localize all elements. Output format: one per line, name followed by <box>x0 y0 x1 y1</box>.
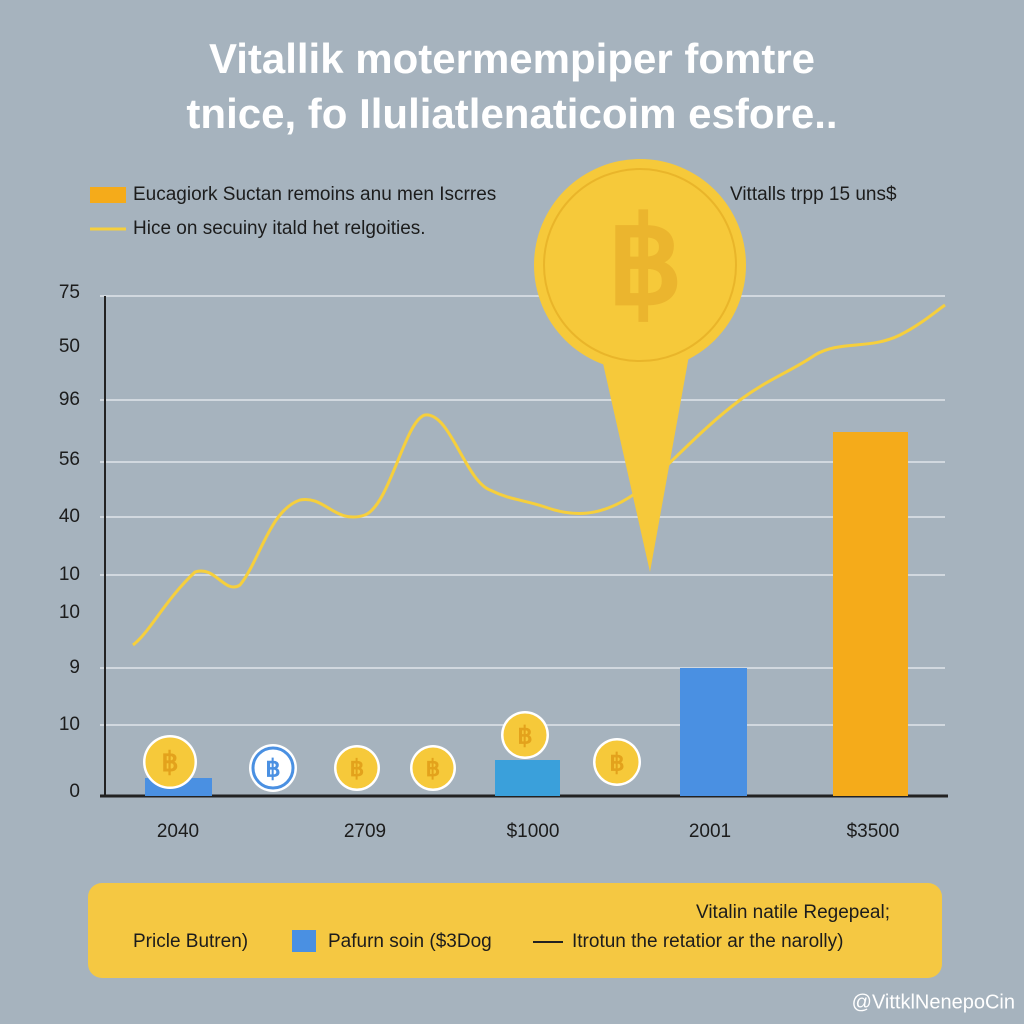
x-axis-label: $1000 <box>507 821 560 842</box>
bar <box>680 668 747 796</box>
legend-text: Itrotun the retatior ar the narolly) <box>572 931 843 952</box>
small-coins: ฿฿฿฿฿฿ <box>143 711 641 792</box>
coin-pointer <box>600 350 690 572</box>
coin-face <box>595 740 639 784</box>
legend-swatch <box>90 187 126 203</box>
y-axis-labels: 75 50 96 56 40 10 10 9 10 0 <box>59 282 80 802</box>
coin-face <box>503 713 547 757</box>
y-axis-label: 40 <box>59 506 80 527</box>
legend-text: Hice on secuiny itald het relgoities. <box>133 218 426 239</box>
coin <box>534 159 746 371</box>
x-axis-label: 2040 <box>157 821 199 842</box>
y-axis-label: 56 <box>59 449 80 470</box>
coin-rim <box>543 168 737 362</box>
legend-text: Pafurn soin ($3Dog <box>328 931 492 952</box>
legend-note: Vittalls trpp 15 uns$ <box>730 184 897 205</box>
y-axis-label: 96 <box>59 389 80 410</box>
coin-symbol: ฿ <box>426 755 441 781</box>
x-axis-label: 2001 <box>689 821 731 842</box>
x-axis-label: $3500 <box>847 821 900 842</box>
legend-heading: Vitalin natile Regepeal; <box>696 902 890 923</box>
bar <box>495 760 560 796</box>
title-line: tnice, fo Iluliatlenaticoim esfore.. <box>186 90 837 137</box>
y-axis-label: 75 <box>59 282 80 303</box>
coin-face <box>412 747 454 789</box>
bar <box>833 432 908 796</box>
y-axis-label: 10 <box>59 564 80 585</box>
coin-symbol: ฿ <box>265 755 280 782</box>
coin-symbol: ฿ <box>607 196 683 330</box>
y-axis-label: 10 <box>59 714 80 735</box>
coin-face <box>251 746 295 790</box>
y-axis-label: 9 <box>69 657 80 678</box>
x-axis-label: 2709 <box>344 821 386 842</box>
watermark: @VittklNenepoCin <box>852 991 1015 1013</box>
trend-line <box>132 303 946 647</box>
x-axis-labels: 2040 2709 $1000 2001 $3500 <box>157 821 900 842</box>
y-axis-label: 10 <box>59 602 80 623</box>
coin-symbol: ฿ <box>350 755 365 781</box>
coin-face <box>336 747 378 789</box>
legend-text: Pricle Butren) <box>133 931 248 952</box>
big-coin: ฿ <box>534 159 746 572</box>
legend-text: Eucagiork Suctan remoins anu men Iscrres <box>133 184 496 205</box>
legend-box <box>88 883 942 978</box>
y-axis-label: 50 <box>59 336 80 357</box>
grid <box>100 295 945 726</box>
coin-symbol: ฿ <box>161 747 178 777</box>
coin-face <box>145 737 195 787</box>
y-axis-label: 0 <box>69 781 80 802</box>
coin-symbol: ฿ <box>517 722 532 749</box>
legend-swatch <box>292 930 316 952</box>
title-line: Vitallik motermempiper fomtre <box>209 35 815 82</box>
coin-symbol: ฿ <box>609 749 624 776</box>
